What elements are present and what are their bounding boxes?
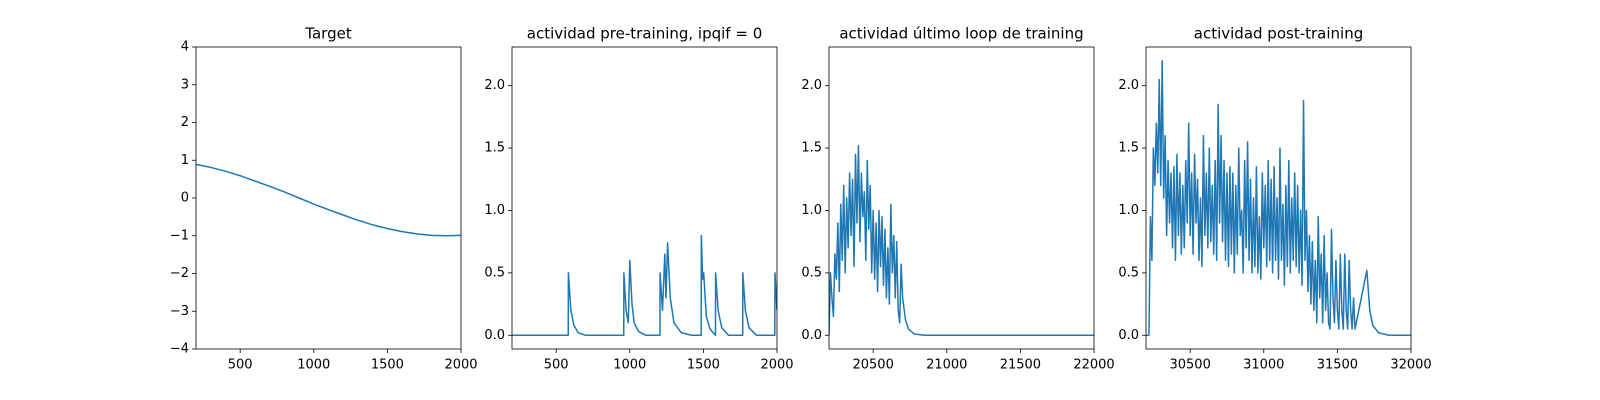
data-line <box>1146 59 1411 337</box>
x-tick-label: 1000 <box>613 358 646 373</box>
y-tick-label: 1.0 <box>801 203 822 218</box>
chart-title: actividad post-training <box>1194 25 1363 43</box>
y-tick-label: 1.0 <box>484 203 505 218</box>
y-tick-label: 1 <box>181 153 189 168</box>
y-tick-label: 2 <box>181 115 189 130</box>
x-tick-label: 1000 <box>297 358 330 373</box>
x-tick-label: 2000 <box>444 358 477 373</box>
y-tick-label: 2.0 <box>1118 78 1139 93</box>
y-tick-label: 1.5 <box>484 141 505 156</box>
axes-frame <box>511 46 778 350</box>
x-tick-label: 31500 <box>1317 358 1358 373</box>
x-tick-label: 22000 <box>1073 358 1114 373</box>
x-tick-label: 2000 <box>760 358 793 373</box>
y-tick-label: 0.5 <box>1118 265 1139 280</box>
chart-title: actividad pre-training, ipqif = 0 <box>527 25 763 43</box>
x-tick-label: 500 <box>544 358 569 373</box>
y-tick-label: 0 <box>181 191 189 206</box>
y-tick-label: 1.5 <box>801 141 822 156</box>
data-line <box>829 144 1094 337</box>
y-tick-label: 3 <box>181 77 189 92</box>
x-tick-label: 1500 <box>371 358 404 373</box>
x-tick-label: 500 <box>228 358 253 373</box>
x-tick-label: 1500 <box>687 358 720 373</box>
axes-frame <box>828 46 1095 350</box>
axes-frame <box>195 46 462 350</box>
x-tick-label: 20500 <box>852 358 893 373</box>
y-tick-label: −2 <box>170 266 189 281</box>
chart-title: actividad último loop de training <box>839 25 1083 43</box>
y-tick-label: 1.0 <box>1118 203 1139 218</box>
x-tick-label: 32000 <box>1390 358 1431 373</box>
axes-frame <box>1145 46 1412 350</box>
y-tick-label: 2.0 <box>801 78 822 93</box>
y-tick-label: −4 <box>170 342 189 357</box>
x-tick-label: 31000 <box>1243 358 1284 373</box>
x-tick-label: 30500 <box>1169 358 1210 373</box>
y-tick-label: −1 <box>170 228 189 243</box>
y-tick-label: 0.5 <box>801 265 822 280</box>
y-tick-label: 0.0 <box>801 328 822 343</box>
x-tick-label: 21000 <box>926 358 967 373</box>
data-line <box>196 163 461 237</box>
chart-title: Target <box>304 25 352 43</box>
y-tick-label: 0.0 <box>484 328 505 343</box>
x-tick-label: 21500 <box>1000 358 1041 373</box>
y-tick-label: 0.5 <box>484 265 505 280</box>
y-tick-label: 0.0 <box>1118 328 1139 343</box>
y-tick-label: 1.5 <box>1118 141 1139 156</box>
y-tick-label: 4 <box>181 40 189 55</box>
data-line <box>512 234 777 337</box>
y-tick-label: −3 <box>170 304 189 319</box>
y-tick-label: 2.0 <box>484 78 505 93</box>
